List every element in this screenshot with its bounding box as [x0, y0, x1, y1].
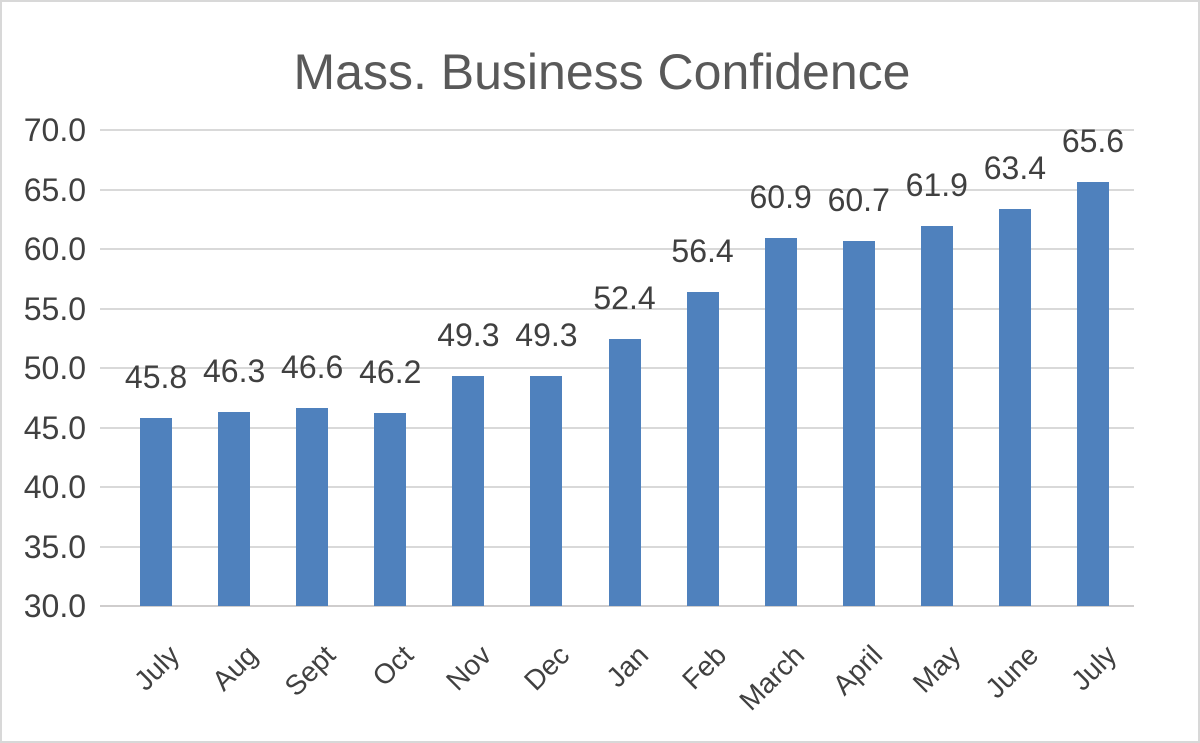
- bar-value-label: 49.3: [515, 317, 578, 354]
- bar: [608, 339, 641, 606]
- bar: [530, 376, 563, 606]
- gridline: [100, 307, 1134, 310]
- bar-value-label: 60.7: [827, 181, 890, 218]
- bar-value-label: 49.3: [437, 317, 500, 354]
- bar: [1076, 182, 1109, 606]
- y-axis-tick-label: 50.0: [23, 350, 86, 386]
- bar-value-label: 45.8: [124, 358, 188, 395]
- bar: [842, 240, 875, 606]
- chart-title: Mass. Business Confidence: [293, 44, 911, 100]
- gridline: [100, 188, 1134, 191]
- bar-value-label: 61.9: [905, 167, 968, 204]
- y-axis-tick-label: 65.0: [23, 171, 86, 208]
- y-axis-tick-label: 30.0: [23, 588, 86, 624]
- bar: [296, 408, 329, 606]
- x-axis-line: [100, 605, 1134, 607]
- bar-value-label: 60.9: [749, 179, 812, 216]
- y-axis-tick-label: 35.0: [23, 528, 86, 565]
- y-axis-tick-label: 55.0: [23, 290, 86, 327]
- bar-value-label: 65.6: [1061, 123, 1125, 160]
- bar-value-label: 46.3: [202, 353, 266, 390]
- bar: [140, 417, 173, 606]
- bar: [920, 226, 953, 606]
- y-axis-tick-label: 40.0: [23, 469, 86, 505]
- bar: [686, 291, 719, 606]
- y-axis-tick-label: 60.0: [23, 231, 86, 267]
- y-axis-tick-label: 45.0: [23, 409, 86, 446]
- bar-value-label: 56.4: [671, 232, 734, 269]
- bar: [764, 238, 797, 606]
- bar: [998, 208, 1031, 606]
- bar: [374, 413, 407, 606]
- bar-value-label: 46.6: [281, 349, 344, 386]
- gridline: [100, 129, 1134, 131]
- bar: [218, 412, 251, 606]
- bar-value-label: 63.4: [983, 149, 1047, 186]
- bar-value-label: 52.4: [593, 280, 656, 317]
- bar: [452, 376, 485, 606]
- gridline: [100, 248, 1134, 250]
- bar-value-label: 46.2: [359, 354, 422, 391]
- y-axis-tick-label: 70.0: [23, 112, 86, 148]
